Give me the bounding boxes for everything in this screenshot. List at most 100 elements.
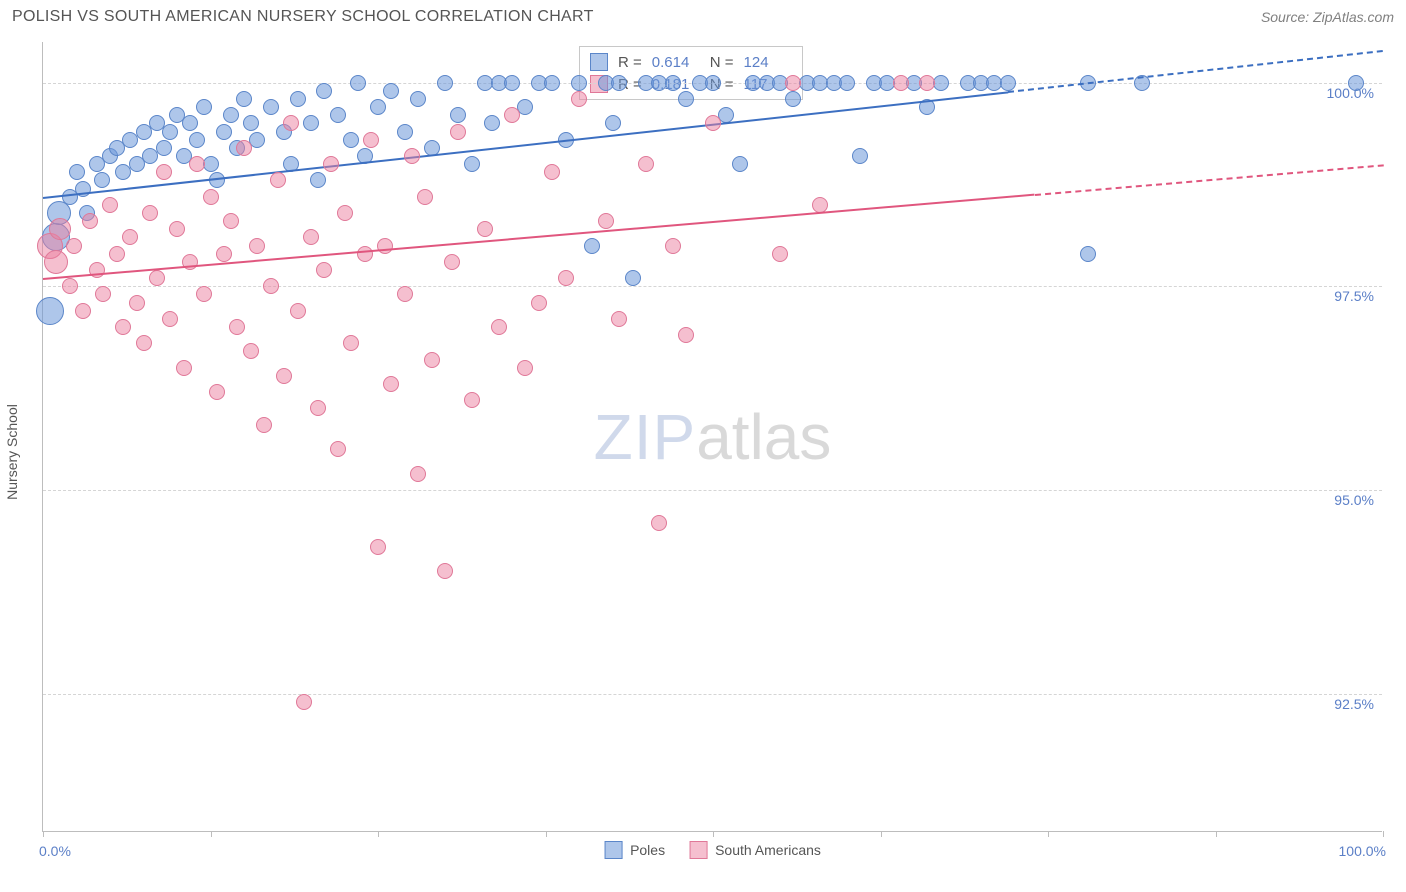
scatter-point: [464, 392, 480, 408]
scatter-point: [370, 539, 386, 555]
scatter-point: [558, 270, 574, 286]
scatter-point: [350, 75, 366, 91]
scatter-point: [36, 297, 64, 325]
scatter-point: [638, 156, 654, 172]
scatter-point: [531, 295, 547, 311]
watermark-atlas: atlas: [696, 401, 831, 473]
legend-N-label: N =: [710, 54, 734, 71]
legend-item: Poles: [604, 841, 665, 859]
scatter-point: [115, 319, 131, 335]
scatter-point: [571, 75, 587, 91]
scatter-point: [316, 262, 332, 278]
gridline: [43, 490, 1382, 491]
scatter-point: [584, 238, 600, 254]
legend-swatch: [590, 53, 608, 71]
scatter-point: [196, 286, 212, 302]
scatter-point: [477, 221, 493, 237]
scatter-point: [256, 417, 272, 433]
scatter-point: [229, 319, 245, 335]
trend-line: [43, 194, 1035, 280]
scatter-point: [450, 107, 466, 123]
scatter-point: [142, 205, 158, 221]
scatter-point: [852, 148, 868, 164]
legend-label: Poles: [630, 842, 665, 858]
scatter-point: [94, 172, 110, 188]
scatter-point: [544, 164, 560, 180]
scatter-point: [310, 172, 326, 188]
scatter-point: [893, 75, 909, 91]
scatter-point: [249, 238, 265, 254]
scatter-point: [196, 99, 212, 115]
scatter-point: [75, 303, 91, 319]
scatter-point: [611, 75, 627, 91]
scatter-point: [169, 221, 185, 237]
scatter-point: [283, 115, 299, 131]
scatter-point: [625, 270, 641, 286]
scatter-point: [424, 352, 440, 368]
scatter-point: [397, 286, 413, 302]
scatter-point: [363, 132, 379, 148]
scatter-point: [176, 360, 192, 376]
scatter-point: [343, 132, 359, 148]
scatter-point: [44, 250, 68, 274]
chart-title: POLISH VS SOUTH AMERICAN NURSERY SCHOOL …: [12, 8, 594, 26]
scatter-point: [62, 278, 78, 294]
scatter-point: [484, 115, 500, 131]
scatter-point: [303, 229, 319, 245]
scatter-point: [785, 91, 801, 107]
scatter-point: [444, 254, 460, 270]
x-tick: [713, 831, 714, 837]
scatter-point: [316, 83, 332, 99]
x-tick: [211, 831, 212, 837]
x-tick: [1383, 831, 1384, 837]
gridline: [43, 286, 1382, 287]
scatter-point: [337, 205, 353, 221]
header: POLISH VS SOUTH AMERICAN NURSERY SCHOOL …: [0, 0, 1406, 32]
scatter-point: [82, 213, 98, 229]
x-tick: [1048, 831, 1049, 837]
scatter-point: [162, 124, 178, 140]
scatter-point: [156, 140, 172, 156]
legend-series: PolesSouth Americans: [604, 841, 821, 859]
scatter-point: [1348, 75, 1364, 91]
trend-line: [1035, 164, 1384, 196]
scatter-point: [517, 360, 533, 376]
scatter-point: [404, 148, 420, 164]
scatter-point: [410, 466, 426, 482]
y-axis-title: Nursery School: [4, 404, 20, 500]
scatter-point: [651, 515, 667, 531]
scatter-point: [243, 343, 259, 359]
scatter-point: [598, 213, 614, 229]
scatter-point: [437, 75, 453, 91]
scatter-point: [665, 75, 681, 91]
scatter-point: [122, 229, 138, 245]
scatter-point: [109, 246, 125, 262]
scatter-point: [705, 75, 721, 91]
y-tick-label: 97.5%: [1334, 288, 1374, 304]
scatter-point: [66, 238, 82, 254]
scatter-point: [839, 75, 855, 91]
plot-area: ZIPatlas R =0.614N =124R =0.181N =117 Po…: [42, 42, 1382, 832]
scatter-point: [69, 164, 85, 180]
scatter-point: [383, 83, 399, 99]
scatter-point: [270, 172, 286, 188]
scatter-point: [370, 99, 386, 115]
scatter-point: [678, 327, 694, 343]
scatter-point: [772, 246, 788, 262]
x-tick: [1216, 831, 1217, 837]
scatter-point: [571, 91, 587, 107]
x-tick: [378, 831, 379, 837]
scatter-point: [417, 189, 433, 205]
scatter-point: [919, 75, 935, 91]
legend-swatch: [689, 841, 707, 859]
scatter-point: [216, 124, 232, 140]
scatter-point: [236, 91, 252, 107]
scatter-point: [95, 286, 111, 302]
legend-R-value: 0.614: [652, 54, 700, 71]
scatter-point: [149, 270, 165, 286]
scatter-point: [544, 75, 560, 91]
scatter-point: [189, 132, 205, 148]
scatter-point: [357, 246, 373, 262]
scatter-point: [504, 107, 520, 123]
scatter-point: [732, 156, 748, 172]
